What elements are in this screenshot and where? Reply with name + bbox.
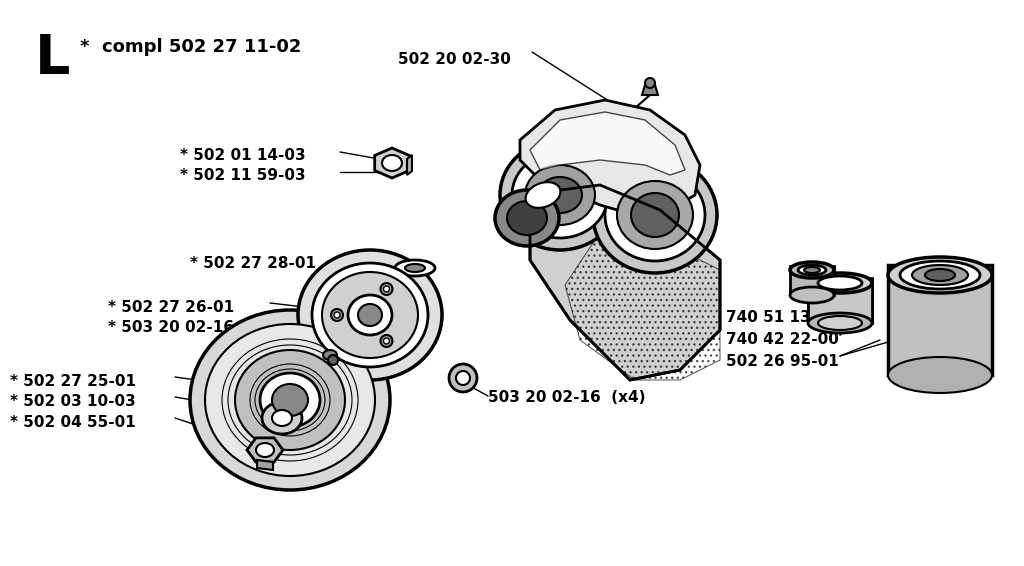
- Text: 740 42 22-00: 740 42 22-00: [726, 332, 839, 347]
- Ellipse shape: [804, 267, 820, 273]
- Ellipse shape: [925, 269, 955, 281]
- Ellipse shape: [525, 165, 595, 225]
- Polygon shape: [808, 278, 872, 323]
- Ellipse shape: [798, 265, 826, 275]
- Circle shape: [449, 364, 477, 392]
- Text: * 503 20 02-16: * 503 20 02-16: [108, 320, 234, 335]
- Ellipse shape: [888, 357, 992, 393]
- Ellipse shape: [500, 140, 620, 250]
- Circle shape: [645, 78, 655, 88]
- Ellipse shape: [312, 263, 428, 367]
- Ellipse shape: [605, 169, 705, 261]
- Ellipse shape: [323, 350, 337, 360]
- Circle shape: [328, 355, 338, 365]
- Polygon shape: [247, 438, 283, 462]
- Text: L: L: [35, 32, 71, 86]
- Text: * 502 11 59-03: * 502 11 59-03: [180, 168, 305, 183]
- Ellipse shape: [912, 265, 968, 285]
- Ellipse shape: [495, 190, 559, 246]
- Circle shape: [456, 371, 470, 385]
- Text: 503 20 02-16  (x4): 503 20 02-16 (x4): [488, 390, 645, 405]
- Ellipse shape: [631, 193, 679, 237]
- Ellipse shape: [256, 443, 274, 457]
- Polygon shape: [520, 100, 700, 215]
- Ellipse shape: [322, 272, 418, 358]
- Ellipse shape: [808, 273, 872, 293]
- Polygon shape: [375, 148, 410, 178]
- Ellipse shape: [512, 152, 608, 238]
- Polygon shape: [257, 460, 273, 470]
- Ellipse shape: [234, 350, 345, 450]
- Ellipse shape: [190, 310, 390, 490]
- Ellipse shape: [808, 313, 872, 333]
- Ellipse shape: [298, 250, 442, 380]
- Ellipse shape: [272, 384, 308, 416]
- Polygon shape: [407, 155, 412, 175]
- Ellipse shape: [358, 304, 382, 326]
- Polygon shape: [298, 307, 442, 319]
- Ellipse shape: [790, 262, 834, 278]
- Ellipse shape: [395, 260, 435, 276]
- Text: 502 20 02-30: 502 20 02-30: [398, 52, 511, 67]
- Ellipse shape: [888, 257, 992, 293]
- Ellipse shape: [818, 276, 862, 290]
- Text: * 502 01 14-03: * 502 01 14-03: [180, 148, 305, 163]
- Ellipse shape: [790, 287, 834, 303]
- Ellipse shape: [507, 201, 547, 235]
- Circle shape: [331, 309, 343, 321]
- Ellipse shape: [348, 295, 392, 335]
- Polygon shape: [888, 265, 992, 375]
- Polygon shape: [790, 266, 834, 295]
- Text: 740 51 13-01: 740 51 13-01: [726, 310, 838, 325]
- Ellipse shape: [262, 402, 302, 434]
- Ellipse shape: [260, 373, 319, 427]
- Circle shape: [381, 335, 392, 347]
- Text: * 502 27 25-01: * 502 27 25-01: [10, 374, 136, 389]
- Text: * 502 27 26-01: * 502 27 26-01: [108, 300, 234, 315]
- Text: * 502 27 28-01: * 502 27 28-01: [190, 256, 316, 271]
- Circle shape: [384, 338, 389, 344]
- Polygon shape: [530, 112, 685, 175]
- Circle shape: [384, 286, 389, 292]
- Polygon shape: [530, 185, 720, 380]
- Circle shape: [334, 312, 340, 318]
- Ellipse shape: [818, 316, 862, 330]
- Circle shape: [381, 283, 392, 295]
- Ellipse shape: [406, 264, 425, 272]
- Ellipse shape: [593, 157, 717, 273]
- Text: 502 26 95-01: 502 26 95-01: [726, 354, 839, 369]
- Ellipse shape: [205, 324, 375, 476]
- Ellipse shape: [900, 261, 980, 289]
- Polygon shape: [642, 85, 658, 95]
- Ellipse shape: [525, 182, 560, 208]
- Ellipse shape: [617, 181, 693, 249]
- Ellipse shape: [538, 177, 582, 213]
- Text: * 502 04 55-01: * 502 04 55-01: [10, 415, 136, 430]
- Ellipse shape: [272, 410, 292, 426]
- Text: * 502 03 10-03: * 502 03 10-03: [10, 394, 136, 409]
- Ellipse shape: [382, 155, 402, 171]
- Text: *  compl 502 27 11-02: * compl 502 27 11-02: [80, 38, 301, 56]
